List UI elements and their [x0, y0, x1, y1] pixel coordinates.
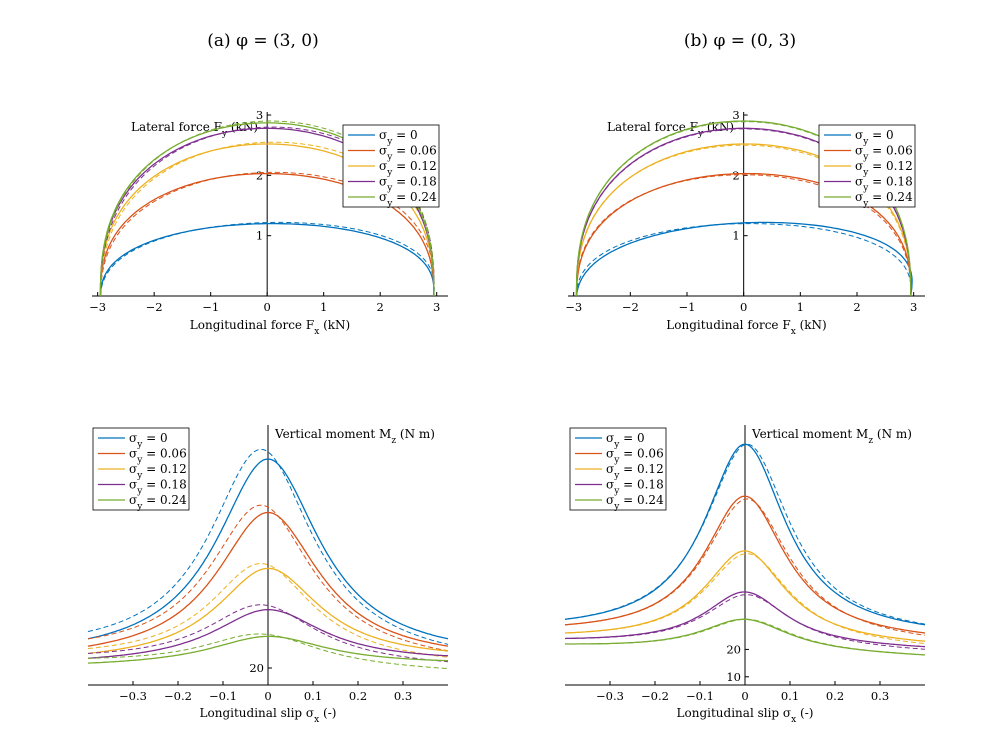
x-tick-label: −2 [622, 300, 639, 314]
series-line [99, 222, 435, 297]
series-line [564, 443, 926, 625]
x-tick-label: 3 [433, 300, 440, 314]
legend-entry: σy = 0 [129, 431, 168, 450]
legend-entry: σy = 0.06 [129, 447, 187, 466]
series-line [564, 498, 926, 636]
legend-entry: σy = 0.24 [379, 190, 437, 209]
series-line [87, 511, 449, 647]
title-right: (b) φ = (0, 3) [684, 31, 796, 51]
series-line [99, 143, 435, 297]
x-tick-label: 0.1 [304, 689, 322, 703]
series-line [87, 458, 449, 640]
series-line [564, 553, 926, 645]
series-line [575, 143, 912, 297]
y-tick-label: 10 [726, 670, 741, 684]
x-tick-label: 0.2 [349, 689, 367, 703]
series-line [87, 633, 449, 670]
legend-entry: σy = 0.18 [129, 478, 187, 497]
series-line [576, 144, 912, 297]
x-tick-label: 2 [853, 300, 860, 314]
legend-entry: σy = 0.24 [606, 493, 664, 512]
series-line [564, 594, 926, 650]
x-tick-label: 0.3 [394, 689, 412, 703]
series-line [575, 172, 912, 297]
legend-entry: σy = 0.24 [855, 190, 913, 209]
x-tick-label: −0.3 [119, 689, 147, 703]
x-tick-label: 0.3 [871, 689, 889, 703]
y-axis-label: Vertical moment Mz (N m) [274, 427, 435, 446]
chart-bottom-right: −0.3 −0.2 −0.1 0 0.1 0.2 0.3 10 20 Longitudinal s… [564, 425, 926, 725]
series-line [100, 221, 435, 297]
title-left: (a) φ = (3, 0) [207, 31, 318, 51]
legend-entry: σy = 0.18 [606, 478, 664, 497]
x-tick-label: 0 [264, 689, 271, 703]
x-tick-label: 0 [741, 689, 748, 703]
y-axis-label: Vertical moment Mz (N m) [751, 427, 912, 446]
x-tick-label: −1 [679, 300, 696, 314]
legend-entry: σy = 0.12 [379, 159, 437, 178]
series-line [576, 223, 912, 297]
legend-entry: σy = 0.12 [606, 462, 664, 481]
series-line [100, 126, 435, 297]
legend-entry: σy = 0.24 [129, 493, 187, 512]
x-tick-label: 1 [320, 300, 327, 314]
x-tick-label: 0.1 [781, 689, 799, 703]
legend-entry: σy = 0 [855, 128, 894, 147]
x-tick-label: −3 [565, 300, 582, 314]
x-tick-label: 1 [797, 300, 804, 314]
x-tick-label: 0 [264, 300, 271, 314]
series-line [99, 172, 435, 297]
y-tick-label: 1 [732, 229, 739, 243]
x-tick-label: 2 [377, 300, 384, 314]
y-tick-label: 20 [249, 661, 264, 675]
y-tick-label: 20 [726, 642, 741, 656]
x-tick-label: 3 [910, 300, 917, 314]
legend-entry: σy = 0 [606, 431, 645, 450]
x-tick-label: −0.1 [209, 689, 237, 703]
x-tick-label: 0.2 [826, 689, 844, 703]
x-axis-label: Longitudinal slip σx (-) [200, 706, 337, 725]
series-line [576, 174, 912, 297]
y-tick-label: 2 [256, 168, 263, 182]
x-tick-label: −3 [89, 300, 106, 314]
y-tick-label: 1 [256, 229, 263, 243]
legend-entry: σy = 0 [379, 128, 418, 147]
legend-entry: σy = 0.18 [379, 175, 437, 194]
x-axis-label: Longitudinal force Fx (kN) [666, 318, 826, 337]
legend-entry: σy = 0.18 [855, 175, 913, 194]
legend-entry: σy = 0.06 [606, 447, 664, 466]
series-line [87, 609, 449, 659]
series-line [564, 618, 926, 656]
y-tick-label: 3 [732, 108, 739, 122]
series-line [87, 504, 449, 652]
x-axis-label: Longitudinal slip σx (-) [677, 706, 814, 725]
x-tick-label: −2 [146, 300, 163, 314]
series-line [575, 221, 913, 297]
series-line [100, 171, 435, 297]
x-tick-label: 0 [740, 300, 747, 314]
legend-entry: σy = 0.06 [855, 144, 913, 163]
series-line [87, 448, 449, 645]
x-tick-label: −0.2 [641, 689, 669, 703]
series-line [87, 567, 449, 655]
x-tick-label: −0.1 [686, 689, 714, 703]
x-tick-label: −0.2 [164, 689, 192, 703]
series-line [87, 562, 449, 658]
chart-bottom-left: −0.3 −0.2 −0.1 0 0.1 0.2 0.3 20 Longitudinal sli… [87, 425, 449, 725]
y-tick-label: 3 [256, 108, 263, 122]
series-line [87, 635, 449, 664]
x-tick-label: −0.3 [596, 689, 624, 703]
series-line [87, 604, 449, 663]
x-axis-label: Longitudinal force Fx (kN) [190, 318, 350, 337]
legend-entry: σy = 0.12 [855, 159, 913, 178]
x-tick-label: −1 [202, 300, 219, 314]
legend-entry: σy = 0.06 [379, 144, 437, 163]
legend-entry: σy = 0.12 [129, 462, 187, 481]
